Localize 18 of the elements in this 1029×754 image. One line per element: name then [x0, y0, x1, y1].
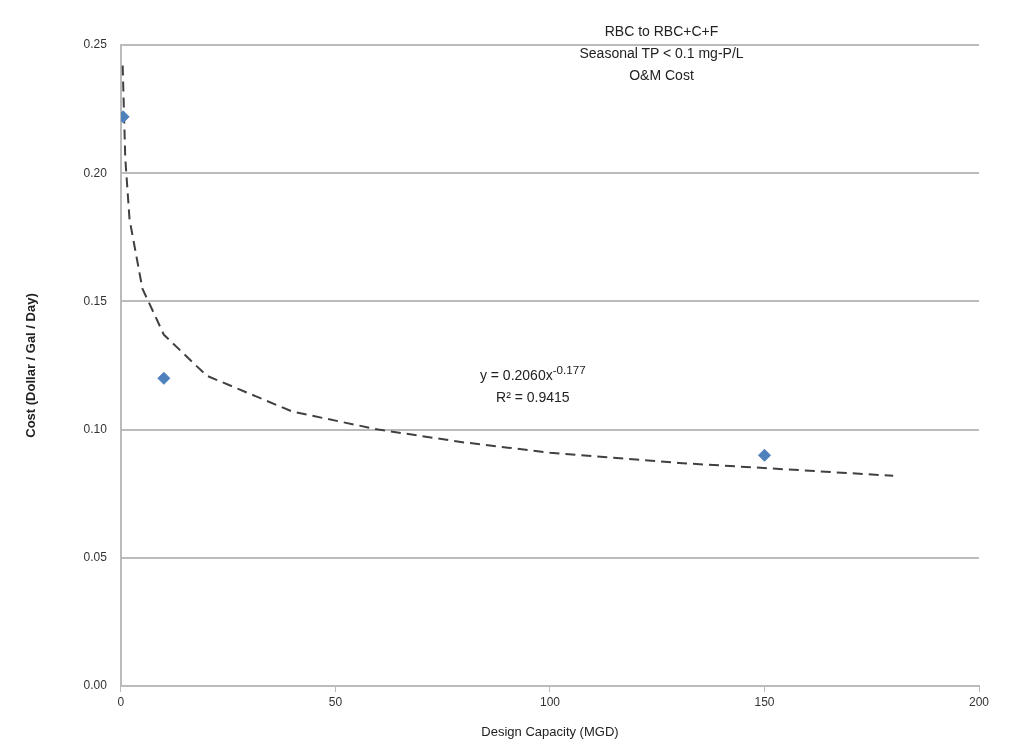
x-tick-label: 0 — [117, 694, 125, 709]
chart-title: RBC to RBC+C+F Seasonal TP < 0.1 mg-P/L O&M Cost — [579, 22, 744, 85]
x-axis-title: Design Capacity (MGD) — [481, 723, 619, 739]
y-tick-label: 0.05 — [83, 550, 108, 565]
annotation: y = 0.2060x$^{-0.177}$ R² = 0.9415 — [479, 362, 586, 407]
y-tick-label: 0.10 — [83, 421, 108, 436]
x-tick-label: 50 — [328, 694, 343, 709]
point — [157, 371, 171, 385]
x-tick-label: 150 — [754, 694, 775, 709]
point — [757, 448, 771, 462]
y-tick-label: 0.20 — [83, 165, 108, 180]
y-tick-label: 0.00 — [83, 678, 108, 693]
x-tick-label: 200 — [968, 694, 990, 709]
y-tick-label: 0.15 — [83, 293, 108, 308]
line-series — [121, 64, 895, 477]
y-axis-title: Cost (Dollar / Gal / Day) — [23, 293, 39, 438]
y-tick-label: 0.25 — [83, 37, 108, 52]
x-tick-label: 100 — [539, 694, 561, 709]
